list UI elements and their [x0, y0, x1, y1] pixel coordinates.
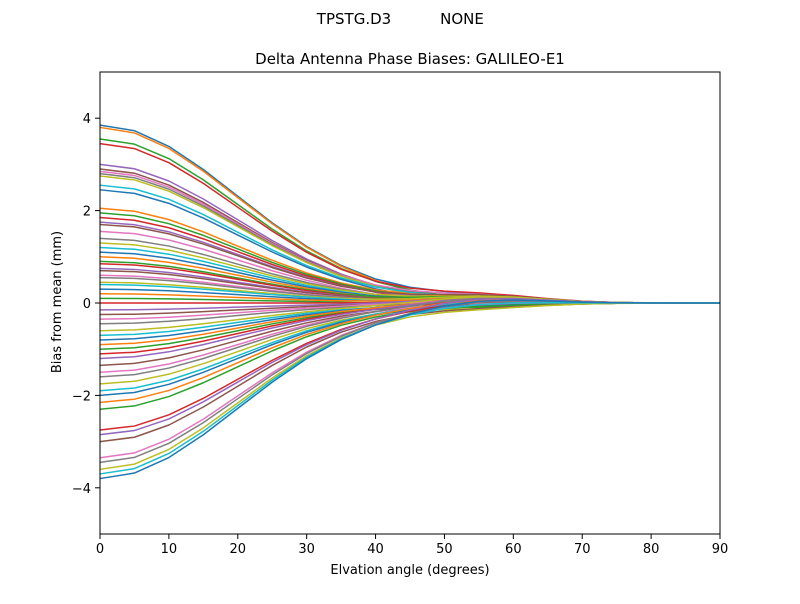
- x-tick-label: 10: [161, 542, 178, 557]
- y-tick-label: −2: [72, 389, 91, 404]
- y-tick-label: 0: [83, 297, 91, 312]
- x-tick-label: 70: [574, 542, 591, 557]
- x-tick-label: 80: [643, 542, 660, 557]
- x-tick-label: 0: [96, 542, 104, 557]
- y-tick-label: 4: [83, 112, 91, 127]
- x-tick-label: 90: [712, 542, 729, 557]
- y-axis-label: Bias from mean (mm): [50, 231, 65, 373]
- plot-frame: [99, 71, 721, 535]
- x-tick-label: 60: [505, 542, 522, 557]
- y-tick-label: 2: [83, 205, 91, 220]
- x-tick-label: 30: [298, 542, 315, 557]
- series-layer: [99, 124, 721, 480]
- y-tick-label: −4: [72, 482, 91, 497]
- series-line: [99, 142, 721, 304]
- x-tick-label: 40: [367, 542, 384, 557]
- x-tick-label: 50: [436, 542, 453, 557]
- series-line: [99, 299, 720, 480]
- series-line: [99, 300, 721, 431]
- suptitle-left: TPSTG.D3: [316, 10, 391, 28]
- x-axis-label: Elvation angle (degrees): [330, 563, 489, 578]
- ticks-layer: 0 10 20 30 40 50 60 70 80 90 −4 −2 0 2 4: [72, 112, 728, 557]
- chart-title: Delta Antenna Phase Biases: GALILEO-E1: [255, 50, 565, 68]
- x-tick-label: 20: [230, 542, 247, 557]
- suptitle-right: NONE: [440, 10, 484, 28]
